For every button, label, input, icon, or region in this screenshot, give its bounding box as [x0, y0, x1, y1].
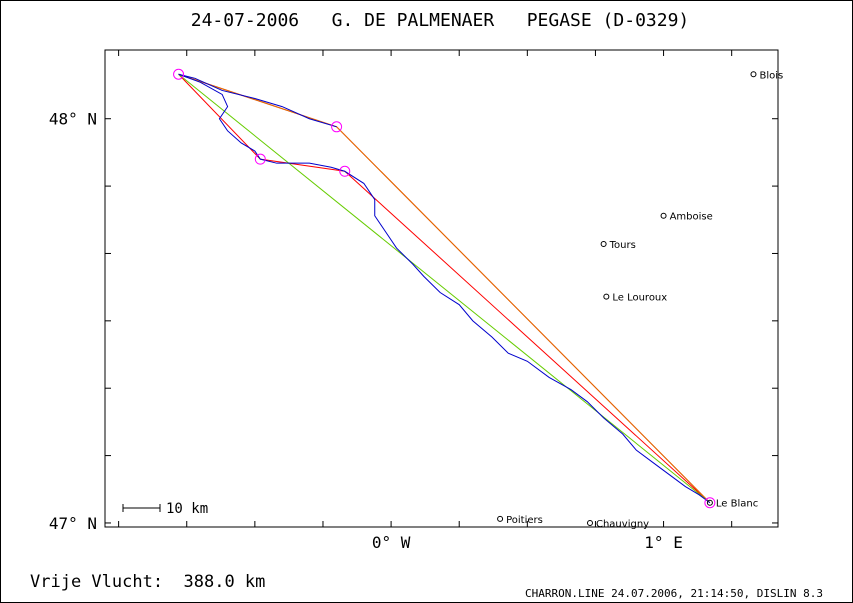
city-label: Le Louroux — [612, 293, 667, 304]
city-label: Tours — [609, 240, 636, 251]
map-title: 24-07-2006 G. DE PALMENAER PEGASE (D-032… — [191, 10, 690, 31]
city-marker — [660, 212, 667, 219]
scale-bar: 10 km — [122, 501, 208, 517]
footer-info: CHARRON.LINE 24.07.2006, 21:14:50, DISLI… — [525, 587, 823, 600]
track-line — [178, 73, 711, 504]
city-label: Blois — [759, 70, 783, 81]
y-axis-label: 48° N — [49, 110, 97, 129]
turnpoint-markers — [173, 68, 716, 509]
axis-ticks — [105, 50, 778, 527]
route-line — [178, 73, 711, 504]
city-marker — [600, 241, 607, 248]
city-marker — [603, 293, 610, 300]
city-label: Amboise — [670, 212, 713, 223]
city-label: Le Blanc — [716, 499, 758, 510]
x-axis-label: 0° W — [372, 533, 411, 552]
city-label: Poitiers — [506, 515, 543, 526]
turnpoint-marker — [704, 497, 716, 509]
flight-track — [178, 73, 711, 504]
turnpoint-marker — [173, 68, 185, 80]
y-axis-label: 47° N — [49, 514, 97, 533]
city-label: Chauvigny — [596, 519, 649, 530]
city-marker — [706, 499, 713, 506]
turnpoint-marker — [339, 165, 351, 177]
axis-labels: 0° W 1° E 48° N 47° N — [49, 110, 683, 552]
city-marker — [586, 519, 593, 526]
route-lines — [178, 73, 711, 504]
city-marker — [497, 515, 504, 522]
plot-area — [104, 49, 779, 528]
free-flight-distance: Vrije Vlucht: 388.0 km — [30, 572, 265, 592]
city-marker — [750, 71, 757, 78]
track-line-first-leg — [178, 73, 337, 128]
x-axis-label: 1° E — [644, 533, 683, 552]
turnpoint-marker — [254, 153, 266, 165]
city-markers: Blois Amboise Tours Le Louroux Le Blanc Poiti… — [497, 70, 783, 530]
scale-label: 10 km — [166, 501, 208, 517]
turnpoint-marker — [331, 121, 343, 133]
